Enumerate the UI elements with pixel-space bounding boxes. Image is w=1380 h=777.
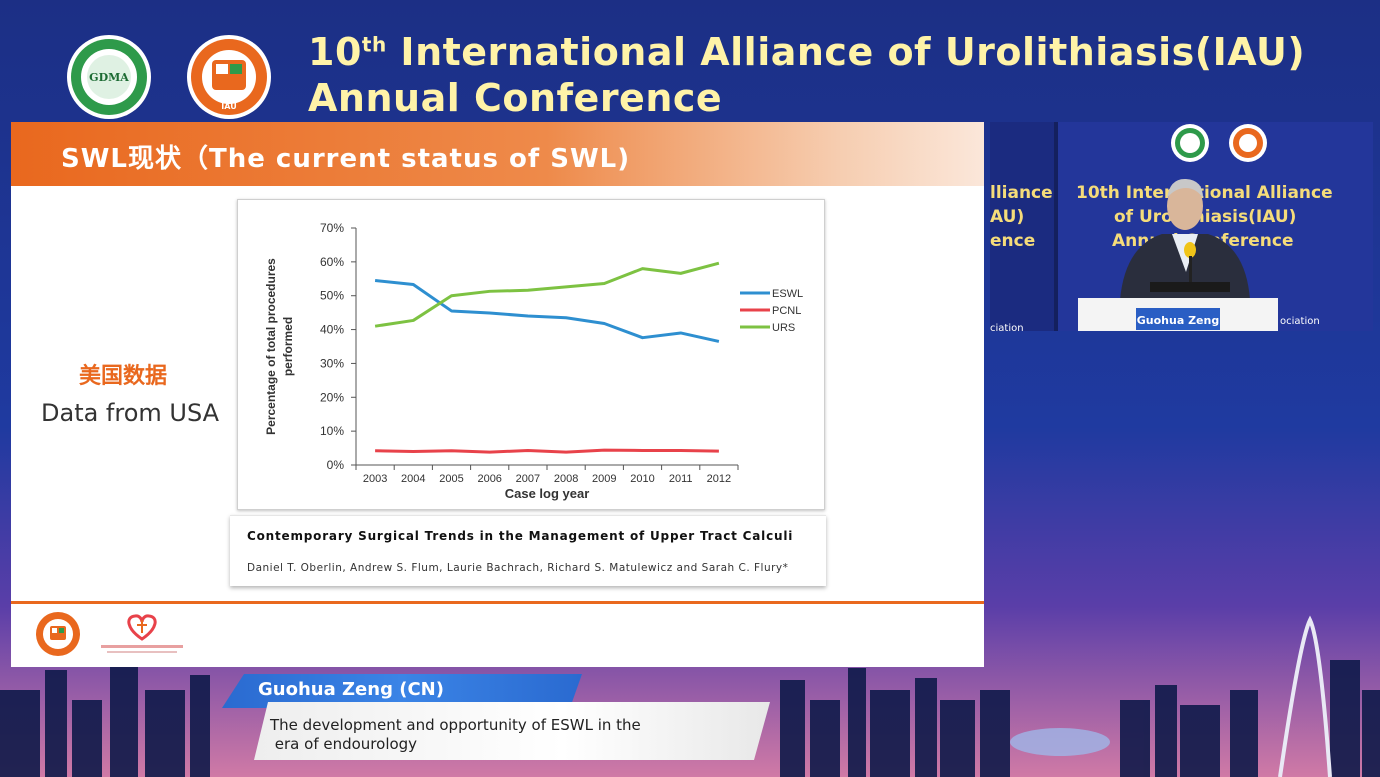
speaker-video: 10th International Alliance of Urolithia… (990, 122, 1373, 331)
title-sup: th (361, 32, 387, 57)
x-tick-label: 2010 (630, 473, 654, 485)
x-tick-label: 2003 (363, 473, 387, 485)
video-left-fragment-1: lliance (990, 183, 1053, 203)
x-tick-label: 2004 (401, 473, 425, 485)
cn-data-label: 美国数据 (79, 364, 168, 389)
presentation-slide: SWL现状（The current status of SWL) 美国数据 Da… (11, 122, 984, 667)
slide-header-bar: SWL现状（The current status of SWL) (11, 122, 984, 186)
speaker-name: Guohua Zeng (CN) (258, 679, 444, 700)
slide-title: SWL现状（The current status of SWL) (61, 144, 631, 174)
podium-nameplate (1136, 308, 1220, 330)
legend-label-urs: URS (772, 322, 795, 334)
y-axis-label-line2: performed (281, 317, 295, 376)
y-tick-label: 70% (320, 221, 344, 235)
talk-topic: The development and opportunity of ESWL … (270, 716, 641, 753)
speaker-video-frame: 10th International Alliance of Urolithia… (990, 122, 1373, 331)
conference-header: GDMA IAU 10th International Alliance of … (0, 0, 1380, 122)
x-tick-label: 2012 (707, 473, 731, 485)
footer-iau-logo (36, 612, 80, 656)
y-tick-label: 0% (327, 458, 345, 472)
podium-name: Guohua Zeng (1137, 314, 1219, 327)
video-left-fragment-4: ciation (990, 323, 1024, 331)
line-chart: 0% 10% 20% 30% 40% 50% 60% 70% 2003 2004 2005 2006 2… (264, 221, 803, 501)
paper-citation-box: Contemporary Surgical Trends in the Mana… (230, 515, 826, 586)
x-axis-label: Case log year (505, 486, 590, 501)
y-tick-label: 20% (320, 390, 344, 404)
y-tick-label: 50% (320, 289, 344, 303)
paper-title: Contemporary Surgical Trends in the Mana… (247, 529, 794, 543)
talk-topic-bar (254, 702, 770, 760)
series-line-urs (374, 261, 720, 328)
legend-label-eswl: ESWL (772, 288, 803, 300)
speaker-head (1167, 182, 1203, 230)
iau-logo: IAU (187, 35, 271, 119)
title-rest: International Alliance of Urolithiasis(I… (386, 30, 1306, 74)
x-tick-label: 2008 (554, 473, 578, 485)
video-bg-title-2: of Urolithiasis(IAU) (1114, 207, 1296, 227)
microphone-icon (1184, 242, 1196, 258)
series-line-eswl (374, 278, 720, 343)
video-left-fragment-2: AU) (990, 207, 1024, 227)
chart-container: 0% 10% 20% 30% 40% 50% 60% 70% 2003 2004 2005 2006 2… (237, 199, 825, 510)
conference-title-line1: 10th International Alliance of Urolithia… (308, 30, 1305, 74)
y-tick-label: 30% (320, 356, 344, 370)
x-tick-label: 2007 (516, 473, 540, 485)
conference-title-line2: Annual Conference (308, 76, 723, 120)
x-tick-label: 2009 (592, 473, 616, 485)
video-left-fragment-3: ence (990, 231, 1035, 251)
x-tick-label: 2011 (669, 473, 693, 485)
x-tick-label: 2005 (439, 473, 463, 485)
paper-authors: Daniel T. Oberlin, Andrew S. Flum, Lauri… (247, 562, 789, 574)
title-prefix: 10 (308, 30, 362, 74)
legend-label-pcnl: PCNL (772, 305, 801, 317)
y-tick-label: 60% (320, 255, 344, 269)
gdma-logo: GDMA (67, 35, 151, 119)
video-bg-title-1: 10th International Alliance (1076, 183, 1333, 203)
y-tick-label: 10% (320, 424, 344, 438)
iau-logo-text: IAU (221, 102, 236, 111)
footer-hospital-logo (101, 614, 183, 653)
video-right-fragment: ociation (1280, 316, 1320, 327)
y-axis-label-line1: Percentage of total procedures (264, 258, 278, 435)
x-tick-label: 2006 (477, 473, 501, 485)
series-line-pcnl (375, 448, 719, 454)
slide-footer-rule (11, 601, 984, 604)
en-data-label: Data from USA (41, 399, 220, 427)
gdma-logo-text: GDMA (89, 71, 129, 84)
y-tick-label: 40% (320, 323, 344, 337)
